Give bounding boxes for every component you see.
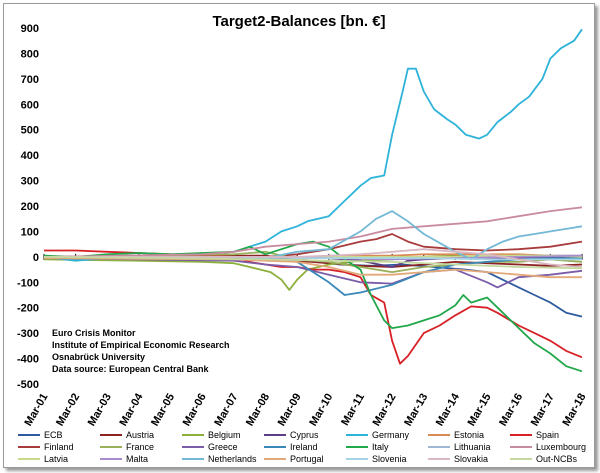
series-line-portugal: [43, 257, 582, 279]
target2-chart: Target2-Balances [bn. €] -500 -400 -300 -20…: [17, 13, 589, 464]
x-tick-label: Mar-05: [149, 392, 177, 429]
legend-label-ecb: ECB: [44, 430, 63, 440]
x-tick-label: Mar-13: [402, 392, 430, 429]
series-line-germany: [43, 28, 583, 262]
x-tick-label: Mar-15: [466, 392, 494, 429]
legend: ECB Austria Belgium Cyprus Germany Estonia Spa…: [18, 430, 586, 464]
legend-label-netherlands: Netherlands: [208, 454, 257, 464]
legend-label-cyprus: Cyprus: [290, 430, 319, 440]
x-tick-label: Mar-14: [434, 391, 463, 428]
y-tick-label: 700: [21, 74, 39, 86]
x-tick-label: Mar-02: [54, 392, 82, 429]
series-line-netherlands: [43, 210, 583, 261]
y-axis: -500 -400 -300 -200 -100 0 100 200 300 400 500 600 7…: [17, 23, 39, 391]
source-annotation: Euro Crisis Monitor Institute of Empirica…: [52, 328, 230, 374]
y-tick-label: 400: [21, 150, 39, 162]
annotation-line: Institute of Empirical Economic Research: [52, 340, 230, 350]
x-tick-label: Mar-03: [86, 392, 114, 429]
legend-label-slovenia: Slovenia: [372, 454, 407, 464]
chart-title: Target2-Balances [bn. €]: [212, 13, 385, 30]
x-tick-label: Mar-11: [339, 392, 367, 428]
x-tick-label: Mar-17: [529, 392, 557, 429]
legend-label-estonia: Estonia: [454, 430, 484, 440]
legend-label-italy: Italy: [372, 442, 389, 452]
x-tick-label: Mar-12: [371, 392, 399, 429]
x-tick-label: Mar-01: [22, 392, 50, 429]
series-line-france: [43, 250, 583, 273]
y-tick-label: -100: [17, 277, 39, 289]
legend-label-greece: Greece: [208, 442, 238, 452]
x-tick-label: Mar-07: [212, 392, 240, 429]
legend-label-out-ncbs: Out-NCBs: [536, 454, 578, 464]
legend-label-ireland: Ireland: [290, 442, 318, 452]
x-tick-label: Mar-16: [497, 392, 525, 429]
series-lines: [43, 28, 583, 373]
legend-label-portugal: Portugal: [290, 454, 324, 464]
x-tick-label: Mar-08: [244, 392, 272, 429]
legend-label-malta: Malta: [126, 454, 148, 464]
legend-label-france: France: [126, 442, 154, 452]
y-tick-label: 200: [21, 201, 39, 213]
legend-label-finland: Finland: [44, 442, 74, 452]
chart-frame: Target2-Balances [bn. €] -500 -400 -300 -20…: [3, 3, 595, 468]
series-line-out-ncbs: [43, 256, 583, 270]
y-tick-label: -500: [17, 379, 39, 391]
x-tick-label: Mar-18: [560, 392, 588, 429]
y-tick-label: 300: [21, 176, 39, 188]
series-line-slovakia: [44, 248, 583, 268]
y-tick-label: 600: [21, 99, 39, 111]
series-line-finland: [44, 233, 583, 258]
y-tick-label: 0: [33, 252, 39, 264]
legend-label-austria: Austria: [126, 430, 154, 440]
y-tick-label: -200: [17, 303, 39, 315]
series-line-luxembourg: [43, 206, 583, 258]
annotation-line: Euro Crisis Monitor: [52, 328, 136, 338]
x-tick-label: Mar-06: [181, 392, 209, 429]
series-line-italy: [43, 240, 583, 373]
x-tick-label: Mar-04: [117, 391, 146, 428]
legend-label-lithuania: Lithuania: [454, 442, 491, 452]
y-tick-label: 800: [21, 48, 39, 60]
y-tick-label: 100: [21, 226, 39, 238]
legend-label-slovakia: Slovakia: [454, 454, 488, 464]
legend-label-germany: Germany: [372, 430, 410, 440]
y-tick-label: -300: [17, 328, 39, 340]
y-tick-label: -400: [17, 354, 39, 366]
annotation-line: Data source: European Central Bank: [52, 364, 210, 374]
y-tick-label: 900: [21, 23, 39, 35]
y-tick-label: 500: [21, 125, 39, 137]
legend-label-latvia: Latvia: [44, 454, 68, 464]
x-tick-label: Mar-09: [276, 392, 304, 429]
legend-label-spain: Spain: [536, 430, 559, 440]
legend-label-belgium: Belgium: [208, 430, 241, 440]
x-tick-label: Mar-10: [307, 392, 335, 429]
legend-label-luxembourg: Luxembourg: [536, 442, 586, 452]
annotation-line: Osnabrück University: [52, 352, 145, 362]
